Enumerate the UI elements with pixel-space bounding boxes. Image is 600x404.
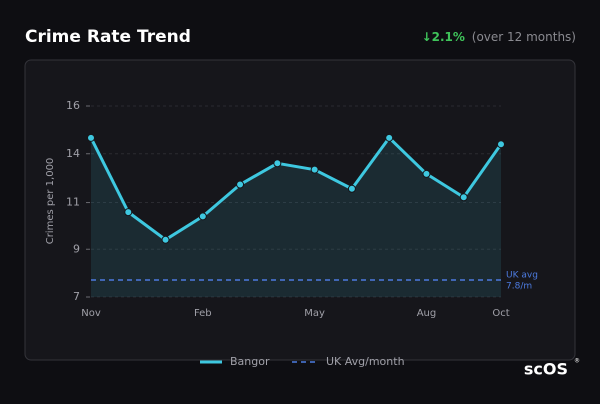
legend-label: Bangor [230,355,270,368]
change-value: ↓2.1% [422,30,465,44]
y-axis-label: Crimes per 1,000 [45,158,56,245]
data-point [198,212,207,221]
data-point [87,133,95,142]
logo-mark: ® [574,358,580,365]
x-tick-label: Aug [417,308,437,319]
data-point [161,235,170,244]
data-point [422,169,431,178]
data-point [310,165,319,174]
y-tick-label: 16 [66,99,80,112]
change-note: (over 12 months) [472,30,576,44]
y-tick-label: 14 [66,147,80,160]
card [24,59,576,361]
series-line [89,136,503,242]
chart-title: Crime Rate Trend [25,27,191,47]
data-point [497,140,505,149]
x-tick-label: Oct [492,308,509,319]
data-point [385,133,394,142]
data-point [273,159,282,168]
data-point [236,180,245,189]
data-point [347,184,356,193]
x-tick-label: May [304,308,325,319]
x-tick-label: Nov [81,308,101,319]
x-tick-label: Feb [194,308,212,319]
area-fill [91,137,501,297]
reference-label: UK avg [506,271,538,281]
reference-label: 7.8/m [506,282,532,292]
y-tick-label: 9 [73,242,80,255]
y-tick-label: 11 [66,196,80,209]
data-point [459,193,468,202]
logo: scOS [524,360,568,379]
data-point [124,208,133,217]
y-tick-label: 7 [73,290,80,303]
change-summary: ↓2.1% (over 12 months) [422,30,576,44]
legend-label: UK Avg/month [326,355,405,368]
